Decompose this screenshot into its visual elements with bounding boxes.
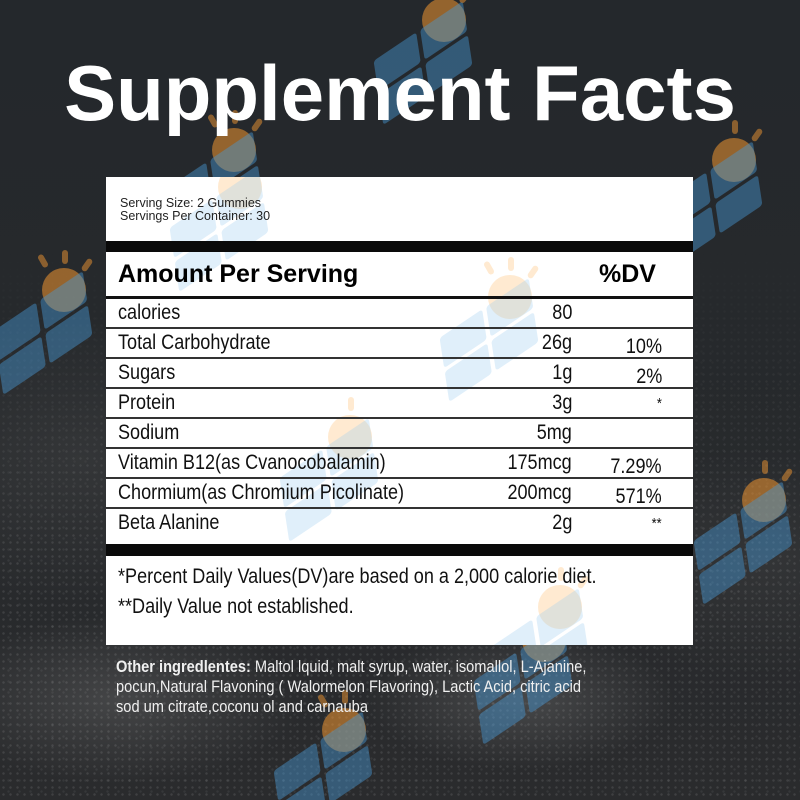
dv-header: %DV [599, 259, 656, 288]
ingredients-label: Other ingredlentes: [116, 657, 251, 676]
table-row: Chormium(as Chromium Picolinate) 200mcg … [106, 479, 693, 509]
page-title: Supplement Facts [64, 49, 736, 137]
footnotes: *Percent Daily Values(DV)are based on a … [106, 556, 693, 622]
nutrient-amount: 26g [541, 331, 572, 354]
ingredients-text: pocun,Natural Flavoning ( Walormelon Fla… [116, 677, 582, 696]
nutrient-amount: 3g [551, 391, 572, 414]
table-header: Amount Per Serving %DV [106, 252, 693, 296]
nutrient-name: Vitamin B12(as Cvanocobalamin) [118, 451, 386, 474]
nutrient-name: Chormium(as Chromium Picolinate) [118, 481, 405, 504]
nutrient-table: calories 80 Total Carbohydrate 26g 10% S… [106, 299, 693, 542]
nutrient-name: calories [118, 301, 181, 324]
nutrient-dv: 571% [615, 485, 662, 508]
table-row: Protein 3g * [106, 389, 693, 419]
supplement-facts-panel: Serving Size: 2 Gummies Servings Per Con… [106, 177, 693, 645]
nutrient-dv: 7.29% [610, 455, 662, 478]
table-row: Vitamin B12(as Cvanocobalamin) 175mcg 7.… [106, 449, 693, 479]
footnote-dv: *Percent Daily Values(DV)are based on a … [118, 565, 597, 588]
nutrient-amount: 1g [551, 361, 572, 384]
nutrient-amount: 2g [551, 511, 572, 534]
footnote-not-established: **Daily Value not established. [118, 595, 354, 618]
divider-thick [106, 241, 693, 252]
table-row: Total Carbohydrate 26g 10% [106, 329, 693, 359]
table-row: Beta Alanine 2g ** [106, 509, 693, 542]
divider-thin [106, 296, 693, 299]
table-row: Sugars 1g 2% [106, 359, 693, 389]
serving-info: Serving Size: 2 Gummies Servings Per Con… [106, 177, 693, 241]
nutrient-name: Beta Alanine [118, 511, 220, 534]
nutrient-amount: 5mg [536, 421, 572, 444]
nutrient-amount: 200mcg [507, 481, 572, 504]
nutrient-amount: 175mcg [507, 451, 572, 474]
servings-per-container: Servings Per Container: 30 [120, 209, 271, 223]
divider-thick [106, 544, 693, 556]
nutrient-name: Sugars [118, 361, 176, 384]
nutrient-dv: ** [651, 515, 662, 532]
serving-size: Serving Size: 2 Gummies [120, 196, 262, 210]
table-row: calories 80 [106, 299, 693, 329]
nutrient-dv: 2% [635, 365, 662, 388]
ingredients-text: Maltol lquid, malt syrup, water, isomall… [250, 657, 587, 676]
nutrient-amount: 80 [551, 301, 572, 324]
nutrient-dv: 10% [625, 335, 662, 358]
nutrient-dv: * [656, 395, 662, 412]
nutrient-name: Sodium [118, 421, 180, 444]
amount-per-serving-header: Amount Per Serving [118, 259, 359, 288]
nutrient-name: Total Carbohydrate [118, 331, 271, 354]
ingredients-text: sod um citrate,coconu ol and carnauba [116, 697, 368, 716]
nutrient-name: Protein [118, 391, 176, 414]
table-row: Sodium 5mg [106, 419, 693, 449]
other-ingredients: Other ingredlentes: Maltol lquid, malt s… [116, 657, 716, 717]
